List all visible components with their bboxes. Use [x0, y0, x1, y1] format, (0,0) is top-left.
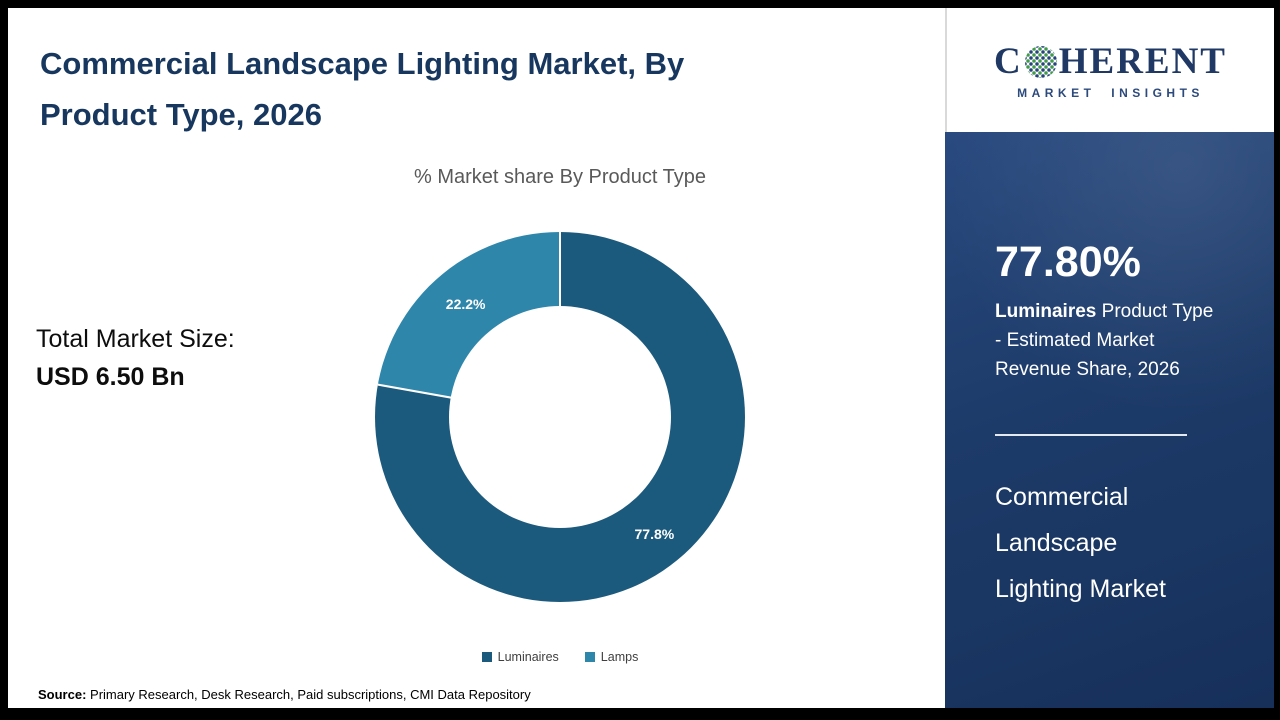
logo-area: C HERENT MARKET INSIGHTS — [945, 8, 1274, 132]
legend-swatch-lamps-icon — [584, 652, 595, 662]
sidebar-panel: 77.80% Luminaires Product Type - Estimat… — [945, 132, 1274, 708]
donut-chart: 77.8% 22.2% — [375, 232, 745, 602]
stat-label-bold: Luminaires — [995, 301, 1097, 322]
chart-legend: Luminaires Lamps — [190, 650, 930, 664]
total-market-label: Total Market Size: — [36, 325, 235, 353]
legend-label-lamps: Lamps — [600, 650, 639, 664]
source-note: Source: Primary Research, Desk Research,… — [38, 687, 531, 702]
source-label: Source: — [38, 687, 87, 702]
main-panel: Commercial Landscape Lighting Market, By… — [8, 8, 945, 708]
total-market-size: Total Market Size: USD 6.50 Bn — [36, 320, 235, 396]
brand-wordmark: C HERENT — [994, 40, 1227, 83]
sidebar: C HERENT MARKET INSIGHTS 77.80% Luminair… — [945, 8, 1274, 708]
slice-label-lamps: 22.2% — [445, 296, 486, 313]
sidebar-market-title: Commercial Landscape Lighting Market — [995, 483, 1166, 603]
donut-hole — [449, 306, 671, 528]
page-title: Commercial Landscape Lighting Market, By… — [40, 46, 685, 132]
legend-label-luminaires: Luminaires — [497, 650, 559, 664]
stat-value: 77.80% — [995, 238, 1141, 286]
legend-item-lamps: Lamps — [584, 650, 639, 664]
legend-swatch-luminaires-icon — [481, 652, 492, 662]
globe-icon — [1024, 45, 1057, 78]
legend-item-luminaires: Luminaires — [481, 650, 559, 664]
brand-subtitle: MARKET INSIGHTS — [1017, 86, 1204, 100]
slice-label-luminaires: 77.8% — [634, 525, 675, 542]
brand-letters-rest: HERENT — [1058, 41, 1227, 82]
stat-label-rest: Product Type - Estimated Market Revenue … — [995, 301, 1214, 380]
brand-letter-c: C — [994, 41, 1023, 82]
sidebar-divider — [995, 434, 1187, 436]
chart-title: % Market share By Product Type — [414, 166, 706, 188]
brand-logo: C HERENT MARKET INSIGHTS — [994, 40, 1227, 100]
stat-label: Luminaires Product Type - Estimated Mark… — [995, 297, 1223, 384]
source-text: Primary Research, Desk Research, Paid su… — [86, 687, 531, 702]
total-market-value: USD 6.50 Bn — [36, 363, 185, 391]
